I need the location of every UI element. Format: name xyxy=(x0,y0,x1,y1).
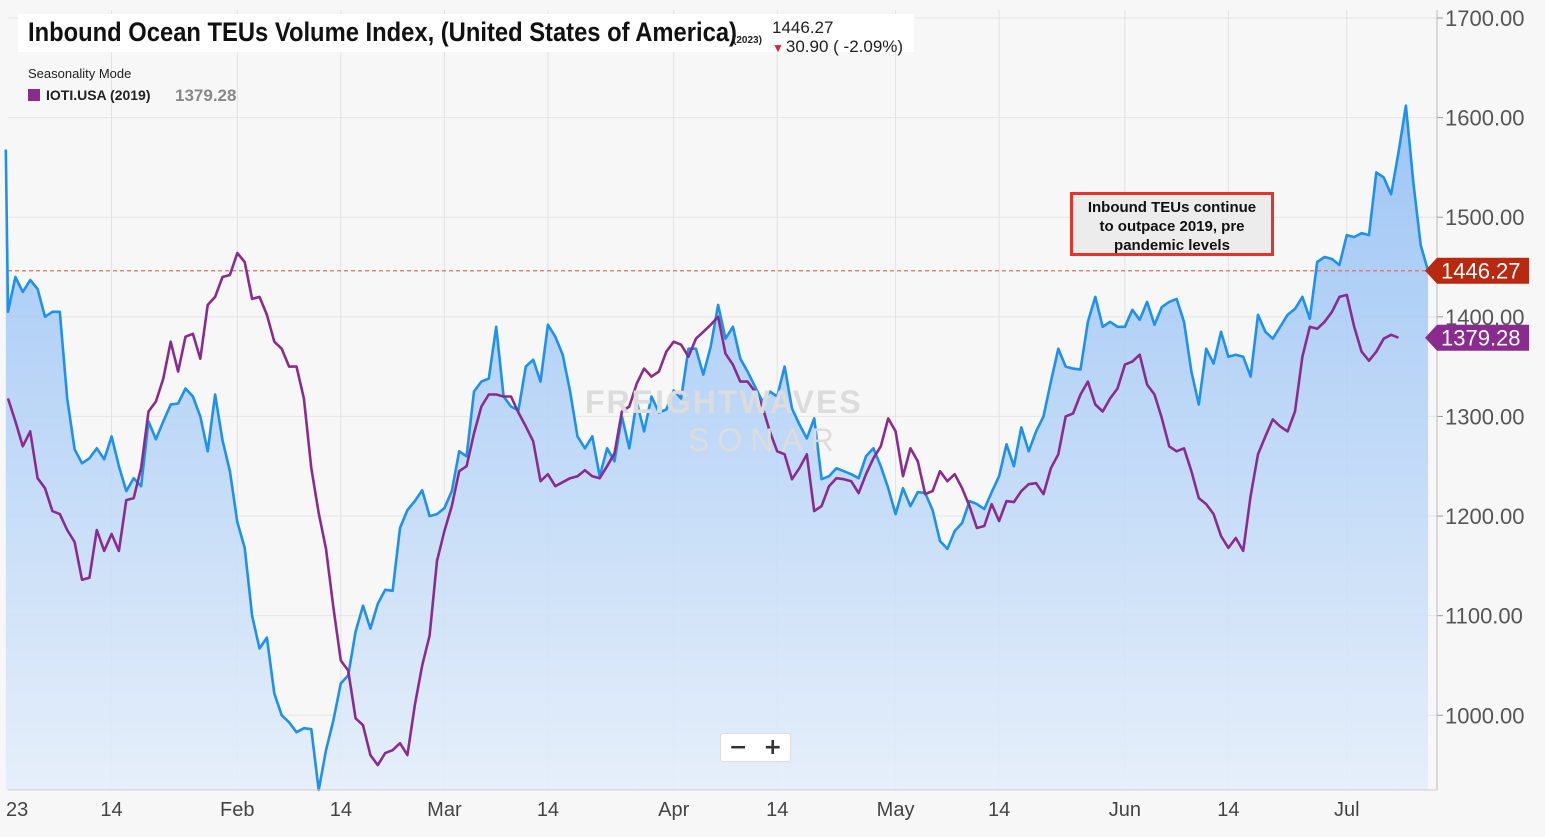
seasonality-mode-label: Seasonality Mode xyxy=(28,66,132,81)
zoom-control: − + xyxy=(720,733,791,762)
y-tick-label: 1700.00 xyxy=(1445,6,1525,31)
y-tick-label: 1600.00 xyxy=(1445,106,1525,131)
last-value: 1446.27 xyxy=(772,18,834,37)
down-arrow-icon: ▼ xyxy=(772,41,784,55)
y-tick-label: 1500.00 xyxy=(1445,205,1525,230)
watermark-freightwaves: FREIGHTWAVES xyxy=(585,384,863,420)
x-tick-label: Jun xyxy=(1109,799,1141,821)
x-tick-label: Mar xyxy=(427,799,462,821)
y-tick-label: 1100.00 xyxy=(1445,604,1523,629)
annotation-line-1: Inbound TEUs continue xyxy=(1087,199,1257,216)
x-tick-label: Jul xyxy=(1334,799,1360,821)
annotation-line-2: to outpace 2019, pre xyxy=(1099,218,1245,235)
axis-layer: 1000.001100.001200.001300.001400.001500.… xyxy=(6,6,1525,821)
legend-swatch xyxy=(28,89,40,101)
x-tick-label: 14 xyxy=(1217,799,1239,821)
change-text: 30.90 ( -2.09%) xyxy=(785,37,904,56)
title-background xyxy=(18,14,914,52)
zoom-out-button[interactable]: − xyxy=(721,734,756,761)
x-tick-label: Feb xyxy=(220,799,254,821)
y-tick-label: 1200.00 xyxy=(1445,504,1525,529)
legend-label: IOTI.USA (2019) xyxy=(46,87,151,103)
x-tick-label: 14 xyxy=(330,799,352,821)
zoom-in-button[interactable]: + xyxy=(756,734,791,761)
legend-item-2019[interactable]: IOTI.USA (2019) xyxy=(28,87,151,103)
x-tick-label: 14 xyxy=(988,799,1010,821)
y-tick-label: 1000.00 xyxy=(1445,703,1525,728)
area-fill-2023 xyxy=(5,105,1429,791)
y-tick-label: 1300.00 xyxy=(1445,404,1525,429)
change-readout: ▼ 30.90 ( -2.09%) xyxy=(772,37,903,57)
x-tick-label: 14 xyxy=(100,799,122,821)
x-tick-label: Apr xyxy=(658,799,689,821)
legend-value: 1379.28 xyxy=(175,86,237,105)
badge-2019: 1379.28 xyxy=(1425,324,1529,351)
series-line-2019 xyxy=(6,251,1399,767)
series-line-2023 xyxy=(4,104,1430,792)
badge-2019-label: 1379.28 xyxy=(1441,326,1521,351)
area-layer xyxy=(5,105,1429,791)
year-tag: (2023) xyxy=(733,35,762,46)
badge-2023-shape xyxy=(1425,257,1529,284)
series-layer xyxy=(4,104,1430,792)
badge-layer: 1446.27 1379.28 xyxy=(1425,257,1529,351)
x-tick-label: 14 xyxy=(766,799,788,821)
badge-2019-shape xyxy=(1425,324,1529,351)
x-tick-label: May xyxy=(877,799,915,821)
badge-2023: 1446.27 xyxy=(1425,257,1529,284)
badge-2023-label: 1446.27 xyxy=(1441,259,1521,284)
x-tick-label: 14 xyxy=(537,799,559,821)
chart-title: Inbound Ocean TEUs Volume Index, (United… xyxy=(28,17,737,47)
annotation-box: Inbound TEUs continue to outpace 2019, p… xyxy=(1070,192,1274,256)
x-tick-label: 23 xyxy=(6,799,28,821)
watermark-sonar: SONAR xyxy=(688,422,842,458)
annotation-line-3: pandemic levels xyxy=(1114,237,1230,254)
